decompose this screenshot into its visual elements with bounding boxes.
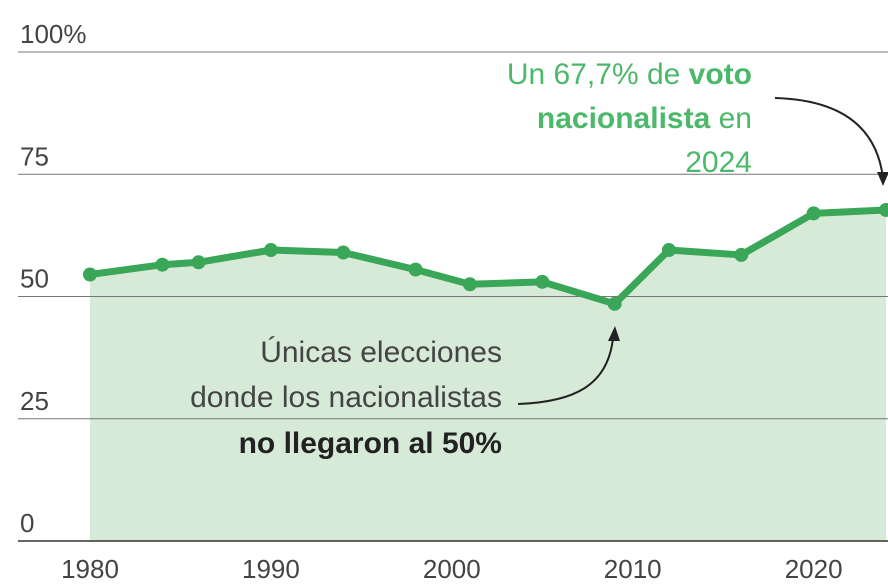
data-point [607,296,622,311]
x-tick-label: 2010 [604,554,662,584]
data-point [661,243,676,258]
annotation-top-line2: nacionalista en [537,102,752,135]
annotation-top: Un 67,7% de voto nacionalista en 2024 [507,58,888,186]
annotation-top-line1-bold: voto [689,58,752,91]
x-tick-label: 1980 [61,554,119,584]
annotation-top-arrowhead [877,172,888,186]
annotation-bottom-line2: donde los nacionalistas [190,381,502,414]
annotation-top-line1: Un 67,7% de voto [507,58,752,91]
annotation-top-line3: 2024 [685,146,752,179]
annotation-top-arrow [774,97,884,179]
y-tick-label: 50 [20,264,49,294]
annotation-top-line1-normal: Un 67,7% de [507,58,689,91]
annotation-top-line2-normal: en [710,102,752,135]
area-fill [90,209,886,541]
annotation-top-line2-bold: nacionalista [537,102,711,135]
data-point [462,277,477,292]
data-point [408,262,423,277]
data-point [879,202,888,217]
x-axis-tick-labels: 1980 1990 2000 2010 2020 [61,554,842,584]
data-point [336,245,351,260]
data-point [734,247,749,262]
annotation-bottom-arrow [517,337,614,405]
data-point [806,206,821,221]
x-tick-label: 2020 [785,554,843,584]
data-point [83,267,97,282]
data-points [83,202,888,311]
x-tick-label: 1990 [242,554,300,584]
annotation-bottom-arrowhead [608,326,620,341]
y-axis-tick-labels: 0 25 50 75 100% [20,19,87,538]
y-tick-label: 0 [20,508,34,538]
y-tick-label: 100% [20,19,87,49]
data-point [535,274,550,289]
gridlines [18,51,888,542]
data-point [263,243,278,258]
annotation-bottom-line1: Únicas elecciones [260,336,502,369]
annotation-bottom: Únicas elecciones donde los nacionalista… [190,326,620,460]
y-tick-label: 25 [20,386,49,416]
data-point [155,257,170,272]
y-tick-label: 75 [20,141,49,171]
data-point [191,255,206,270]
x-tick-label: 2000 [423,554,481,584]
annotation-bottom-line3: no llegaron al 50% [239,427,502,460]
